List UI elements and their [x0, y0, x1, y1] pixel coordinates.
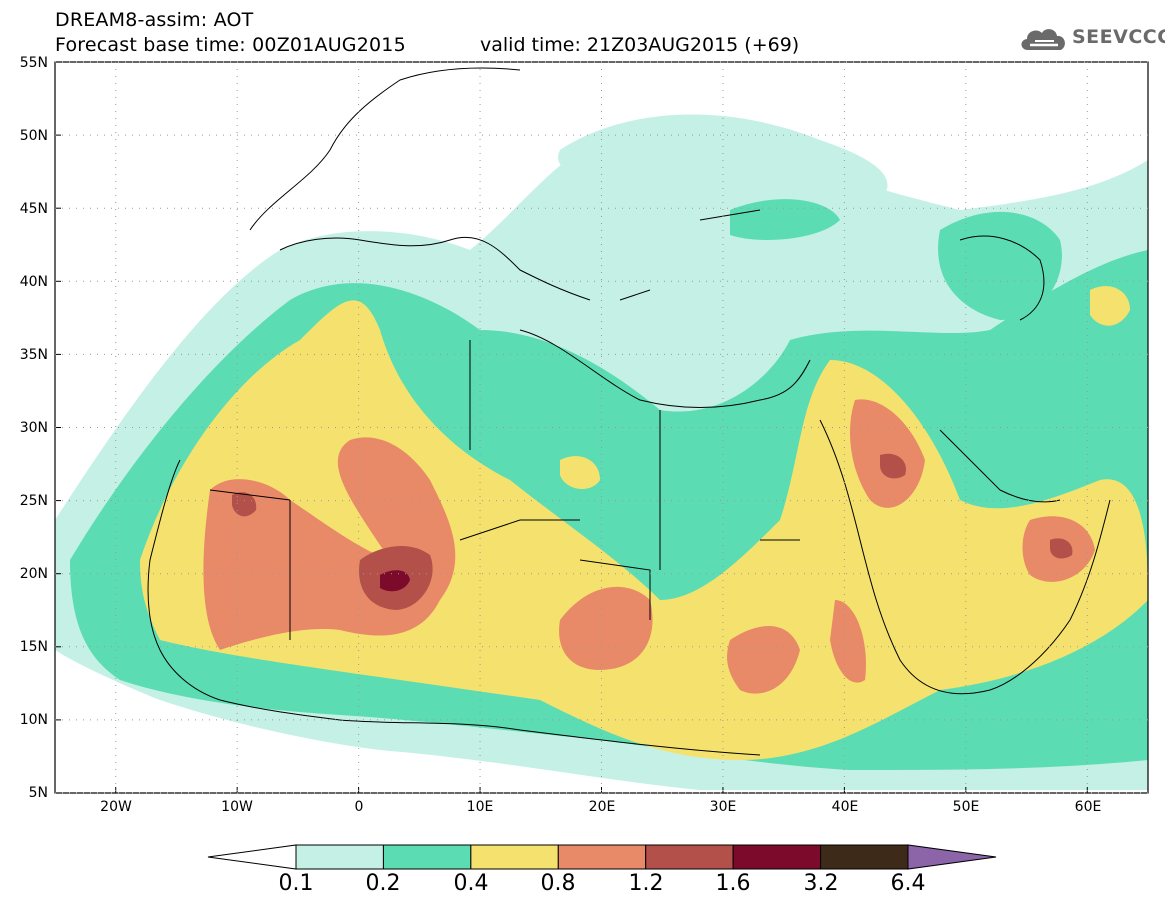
aot-band-0.8b — [559, 586, 653, 670]
lat-labels: 55N 50N 45N 40N 35N 30N 25N 20N 15N 10N … — [20, 55, 48, 801]
lon-label-10w: 10W — [221, 799, 253, 815]
lon-label-60e: 60E — [1075, 799, 1102, 815]
lat-label-35n: 35N — [20, 347, 48, 363]
aot-band-0.8c — [727, 626, 800, 694]
colorbar-label-0.2: 0.2 — [365, 871, 401, 896]
lon-label-50e: 50E — [953, 799, 980, 815]
aot-band-1.2c — [880, 453, 906, 479]
lat-label-20n: 20N — [20, 566, 48, 582]
colorbar-label-0.8: 0.8 — [540, 871, 576, 896]
lat-label-10n: 10N — [20, 712, 48, 728]
logo-text: SEEVCCC — [1072, 26, 1165, 48]
cloud-icon — [1021, 29, 1065, 50]
colorbar-box — [820, 844, 909, 870]
aot-band-0.4b — [1090, 286, 1130, 326]
lat-label-30n: 30N — [20, 420, 48, 436]
aot-band-0.1b — [558, 114, 888, 205]
aot-band-0.2c — [730, 199, 840, 240]
lat-label-50n: 50N — [20, 128, 48, 144]
colorbar-box — [645, 844, 734, 870]
aot-band-1.2b — [232, 492, 257, 517]
seevccc-logo: SEEVCCC — [1018, 22, 1165, 54]
forecast-base-time: Forecast base time: 00Z01AUG2015 — [55, 34, 406, 56]
lon-label-0: 0 — [355, 799, 364, 815]
colorbar-upper-arrow — [907, 844, 997, 870]
lon-label-10e: 10E — [467, 799, 494, 815]
colorbar-label-1.2: 1.2 — [628, 871, 664, 896]
colorbar-lower-arrow — [207, 844, 297, 870]
aot-band-0.4c — [560, 456, 600, 490]
axis-ticks — [55, 61, 1148, 794]
lat-label-55n: 55N — [20, 55, 48, 71]
aot-band-1.2d — [1050, 538, 1073, 559]
colorbar-box — [382, 844, 472, 870]
lon-label-20w: 20W — [100, 799, 132, 815]
colorbar-box — [295, 844, 384, 870]
colorbar — [207, 844, 997, 870]
lon-label-40e: 40E — [832, 799, 859, 815]
lat-label-15n: 15N — [20, 639, 48, 655]
colorbar-box — [557, 844, 647, 870]
aot-band-1.6 — [380, 570, 410, 592]
lat-label-40n: 40N — [20, 274, 48, 290]
colorbar-label-1.6: 1.6 — [715, 871, 751, 896]
colorbar-label-6.4: 6.4 — [890, 871, 926, 896]
lon-label-20e: 20E — [589, 799, 616, 815]
lat-label-25n: 25N — [20, 493, 48, 509]
map-title: DREAM8-assim: AOT — [55, 9, 254, 31]
colorbar-label-0.1: 0.1 — [278, 871, 314, 896]
colorbar-label-3.2: 3.2 — [803, 871, 839, 896]
colorbar-box — [470, 844, 559, 870]
lat-label-5n: 5N — [29, 785, 48, 801]
colorbar-label-0.4: 0.4 — [453, 871, 489, 896]
valid-time: valid time: 21Z03AUG2015 (+69) — [480, 34, 800, 56]
lon-labels: 20W 10W 0 10E 20E 30E 40E 50E 60E — [100, 799, 1101, 815]
colorbar-box — [732, 844, 822, 870]
lon-label-30e: 30E — [710, 799, 737, 815]
aot-band-0.8d — [850, 399, 925, 508]
coastlines — [147, 67, 1111, 756]
aot-band-0.2b — [938, 211, 1062, 320]
lat-label-45n: 45N — [20, 201, 48, 217]
aot-band-0.8f — [830, 600, 866, 683]
